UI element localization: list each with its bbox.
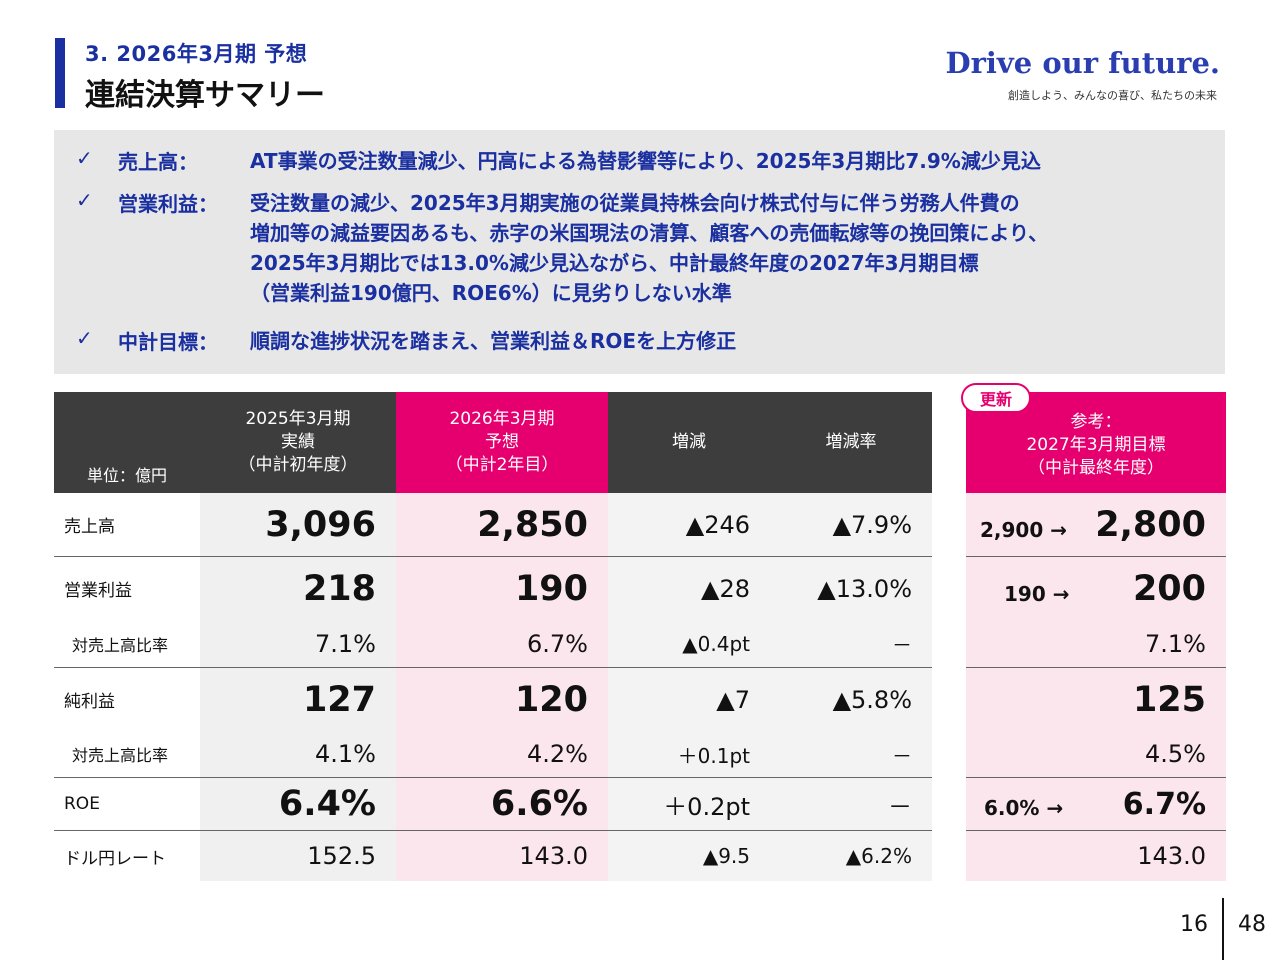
arrow-right-icon: →	[1050, 517, 1067, 542]
summary-line: AT事業の受注数量減少、円高による為替影響等により、2025年3月期比7.9%減…	[250, 149, 1041, 173]
cell-ni-margin-fy2026: 4.2%	[527, 740, 588, 768]
summary-label: 営業利益：	[118, 192, 218, 216]
brand-slogan: Drive our future.	[945, 46, 1220, 80]
cell-op-fy2026: 190	[514, 568, 588, 609]
page-number: 16	[1180, 912, 1208, 937]
cell-op-margin-fy2026: 6.7%	[527, 629, 588, 658]
header-change-rate: 増減率	[770, 392, 932, 493]
cell-op-change: ▲28	[701, 574, 750, 603]
cell-fx-target: 143.0	[1137, 842, 1206, 870]
new-target-value: 200	[1132, 568, 1206, 609]
header-change: 増減	[608, 392, 770, 493]
cell-ni-change: ▲7	[716, 685, 750, 714]
header-fy2027-target: 参考： 2027年3月期目標 （中計最終年度）	[966, 392, 1226, 493]
summary-line: （営業利益190億円、ROE6%）に見劣りしない水準	[250, 281, 732, 305]
cell-roe-fy2025: 6.4%	[278, 784, 376, 824]
check-icon: ✓	[76, 146, 93, 170]
check-icon: ✓	[76, 326, 93, 350]
unit-label: 単位：億円	[54, 392, 200, 493]
summary-text: 受注数量の減少、2025年3月期実施の従業員持株会向け株式付与に伴う労務人件費の…	[250, 188, 1048, 308]
row-label-net-income: 純利益	[64, 692, 115, 712]
cell-sales-target: 2,900 → 2,800	[966, 493, 1226, 556]
cell-op-rate: ▲13.0%	[817, 574, 912, 603]
cell-op-margin-rate: －	[892, 633, 912, 657]
new-target-value: 6.7%	[1122, 786, 1206, 822]
summary-line: 順調な進捗状況を踏まえ、営業利益＆ROEを上方修正	[250, 329, 737, 353]
cell-op-target: 190 → 200	[966, 557, 1226, 620]
summary-text: 順調な進捗状況を踏まえ、営業利益＆ROEを上方修正	[250, 326, 736, 356]
old-target-value: 2,900	[980, 517, 1044, 542]
cell-sales-fy2025: 3,096	[265, 504, 376, 545]
update-badge: 更新	[961, 383, 1031, 413]
old-target-value: 6.0%	[984, 796, 1040, 820]
summary-label: 売上高：	[118, 150, 198, 174]
summary-line: 増加等の減益要因あるも、赤字の米国現法の清算、顧客への売価転嫁等の挽回策により、	[250, 221, 1049, 245]
row-label-roe: ROE	[64, 794, 100, 814]
summary-text: AT事業の受注数量減少、円高による為替影響等により、2025年3月期比7.9%減…	[250, 146, 1041, 176]
cell-fx-change: ▲9.5	[702, 844, 750, 868]
cell-ni-rate: ▲5.8%	[832, 685, 912, 714]
cell-ni-fy2025: 127	[302, 679, 376, 720]
arrow-right-icon: →	[1046, 796, 1064, 820]
cell-roe-change: ＋0.2pt	[663, 792, 750, 821]
page-divider	[1222, 898, 1224, 960]
title-accent-bar	[55, 38, 65, 108]
cell-ni-margin-target: 4.5%	[1145, 740, 1206, 768]
cell-op-fy2025: 218	[302, 568, 376, 609]
cell-ni-margin-rate: －	[892, 743, 912, 768]
header-fy2026-forecast: 2026年3月期 予想 （中計2年目）	[396, 392, 608, 493]
cell-ni-margin-fy2025: 4.1%	[315, 740, 376, 768]
cell-ni-target: 125	[1132, 679, 1206, 720]
summary-line: 2025年3月期比では13.0%減少見込ながら、中計最終年度の2027年3月期目…	[250, 251, 979, 275]
row-label-ni-margin: 対売上高比率	[72, 746, 169, 765]
old-target-value: 190	[1004, 581, 1046, 606]
page-total: 48	[1238, 912, 1266, 937]
cell-op-margin-target: 7.1%	[1145, 629, 1206, 658]
cell-sales-change: ▲246	[685, 510, 750, 539]
cell-ni-margin-change: ＋0.1pt	[677, 743, 750, 768]
row-label-fx-rate: ドル円レート	[64, 848, 166, 869]
cell-roe-fy2026: 6.6%	[490, 784, 588, 824]
row-label-op-margin: 対売上高比率	[72, 635, 169, 655]
cell-sales-fy2026: 2,850	[477, 504, 588, 545]
section-subtitle: 3. 2026年3月期 予想	[85, 42, 308, 66]
cell-op-margin-fy2025: 7.1%	[315, 629, 376, 658]
cell-ni-fy2026: 120	[514, 679, 588, 720]
page-title: 連結決算サマリー	[85, 78, 325, 113]
cell-sales-rate: ▲7.9%	[832, 510, 912, 539]
cell-roe-rate: －	[888, 792, 912, 821]
row-label-sales: 売上高	[64, 517, 115, 537]
arrow-right-icon: →	[1052, 581, 1070, 606]
summary-line: 受注数量の減少、2025年3月期実施の従業員持株会向け株式付与に伴う労務人件費の	[250, 191, 1020, 215]
cell-fx-rate: ▲6.2%	[845, 844, 912, 868]
check-icon: ✓	[76, 188, 93, 212]
cell-fx-fy2026: 143.0	[519, 842, 588, 870]
cell-fx-fy2025: 152.5	[307, 842, 376, 870]
cell-op-margin-change: ▲0.4pt	[682, 631, 750, 656]
row-label-operating-profit: 営業利益	[64, 581, 132, 601]
header-fy2025-actual: 2025年3月期 実績 （中計初年度）	[200, 392, 396, 493]
cell-roe-target: 6.0% → 6.7%	[966, 778, 1226, 830]
brand-tagline: 創造しよう、みんなの喜び、私たちの未来	[1008, 89, 1217, 102]
summary-box: ✓ 売上高： AT事業の受注数量減少、円高による為替影響等により、2025年3月…	[54, 130, 1225, 374]
summary-label: 中計目標：	[118, 330, 218, 354]
new-target-value: 2,800	[1095, 504, 1206, 545]
